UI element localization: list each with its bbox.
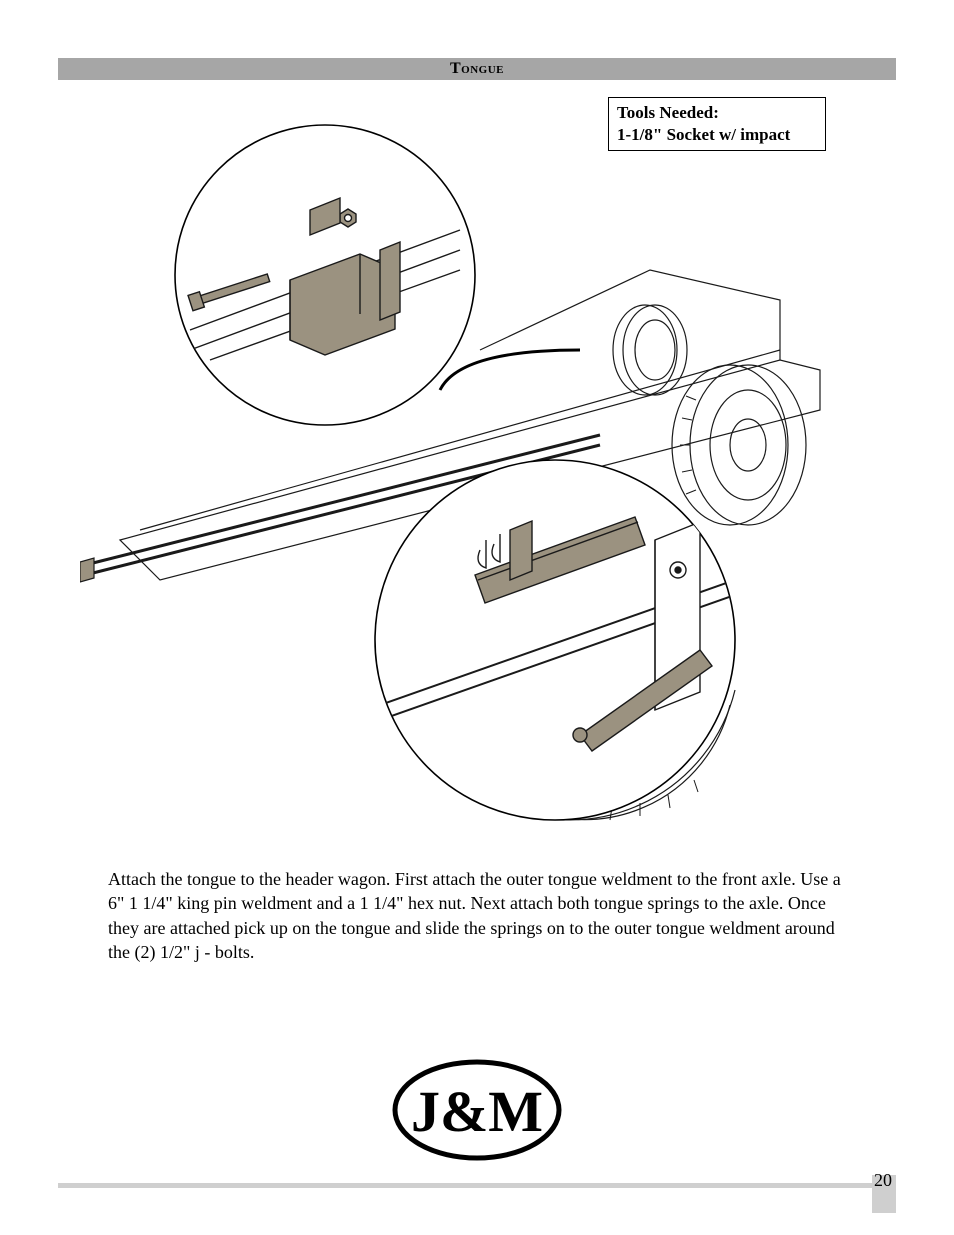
wheel-right (672, 365, 806, 525)
tongue-assembly-diagram (80, 100, 850, 840)
tools-needed-heading: Tools Needed: (617, 103, 719, 122)
tools-needed-box: Tools Needed: 1-1/8" Socket w/ impact (608, 97, 826, 151)
jm-logo: J&M (387, 1055, 567, 1165)
detail-inset-kingpin (175, 125, 475, 425)
footer-rule (58, 1183, 876, 1188)
section-header: Tongue (58, 58, 896, 80)
tools-needed-line: 1-1/8" Socket w/ impact (617, 125, 790, 144)
callout-leader-top (440, 350, 580, 390)
page-number: 20 (874, 1170, 892, 1191)
wheel-front (613, 305, 687, 395)
instruction-paragraph: Attach the tongue to the header wagon. F… (108, 867, 848, 964)
page: Tongue (0, 0, 954, 1235)
detail-inset-spring (375, 460, 735, 820)
logo-text: J&M (411, 1079, 543, 1144)
